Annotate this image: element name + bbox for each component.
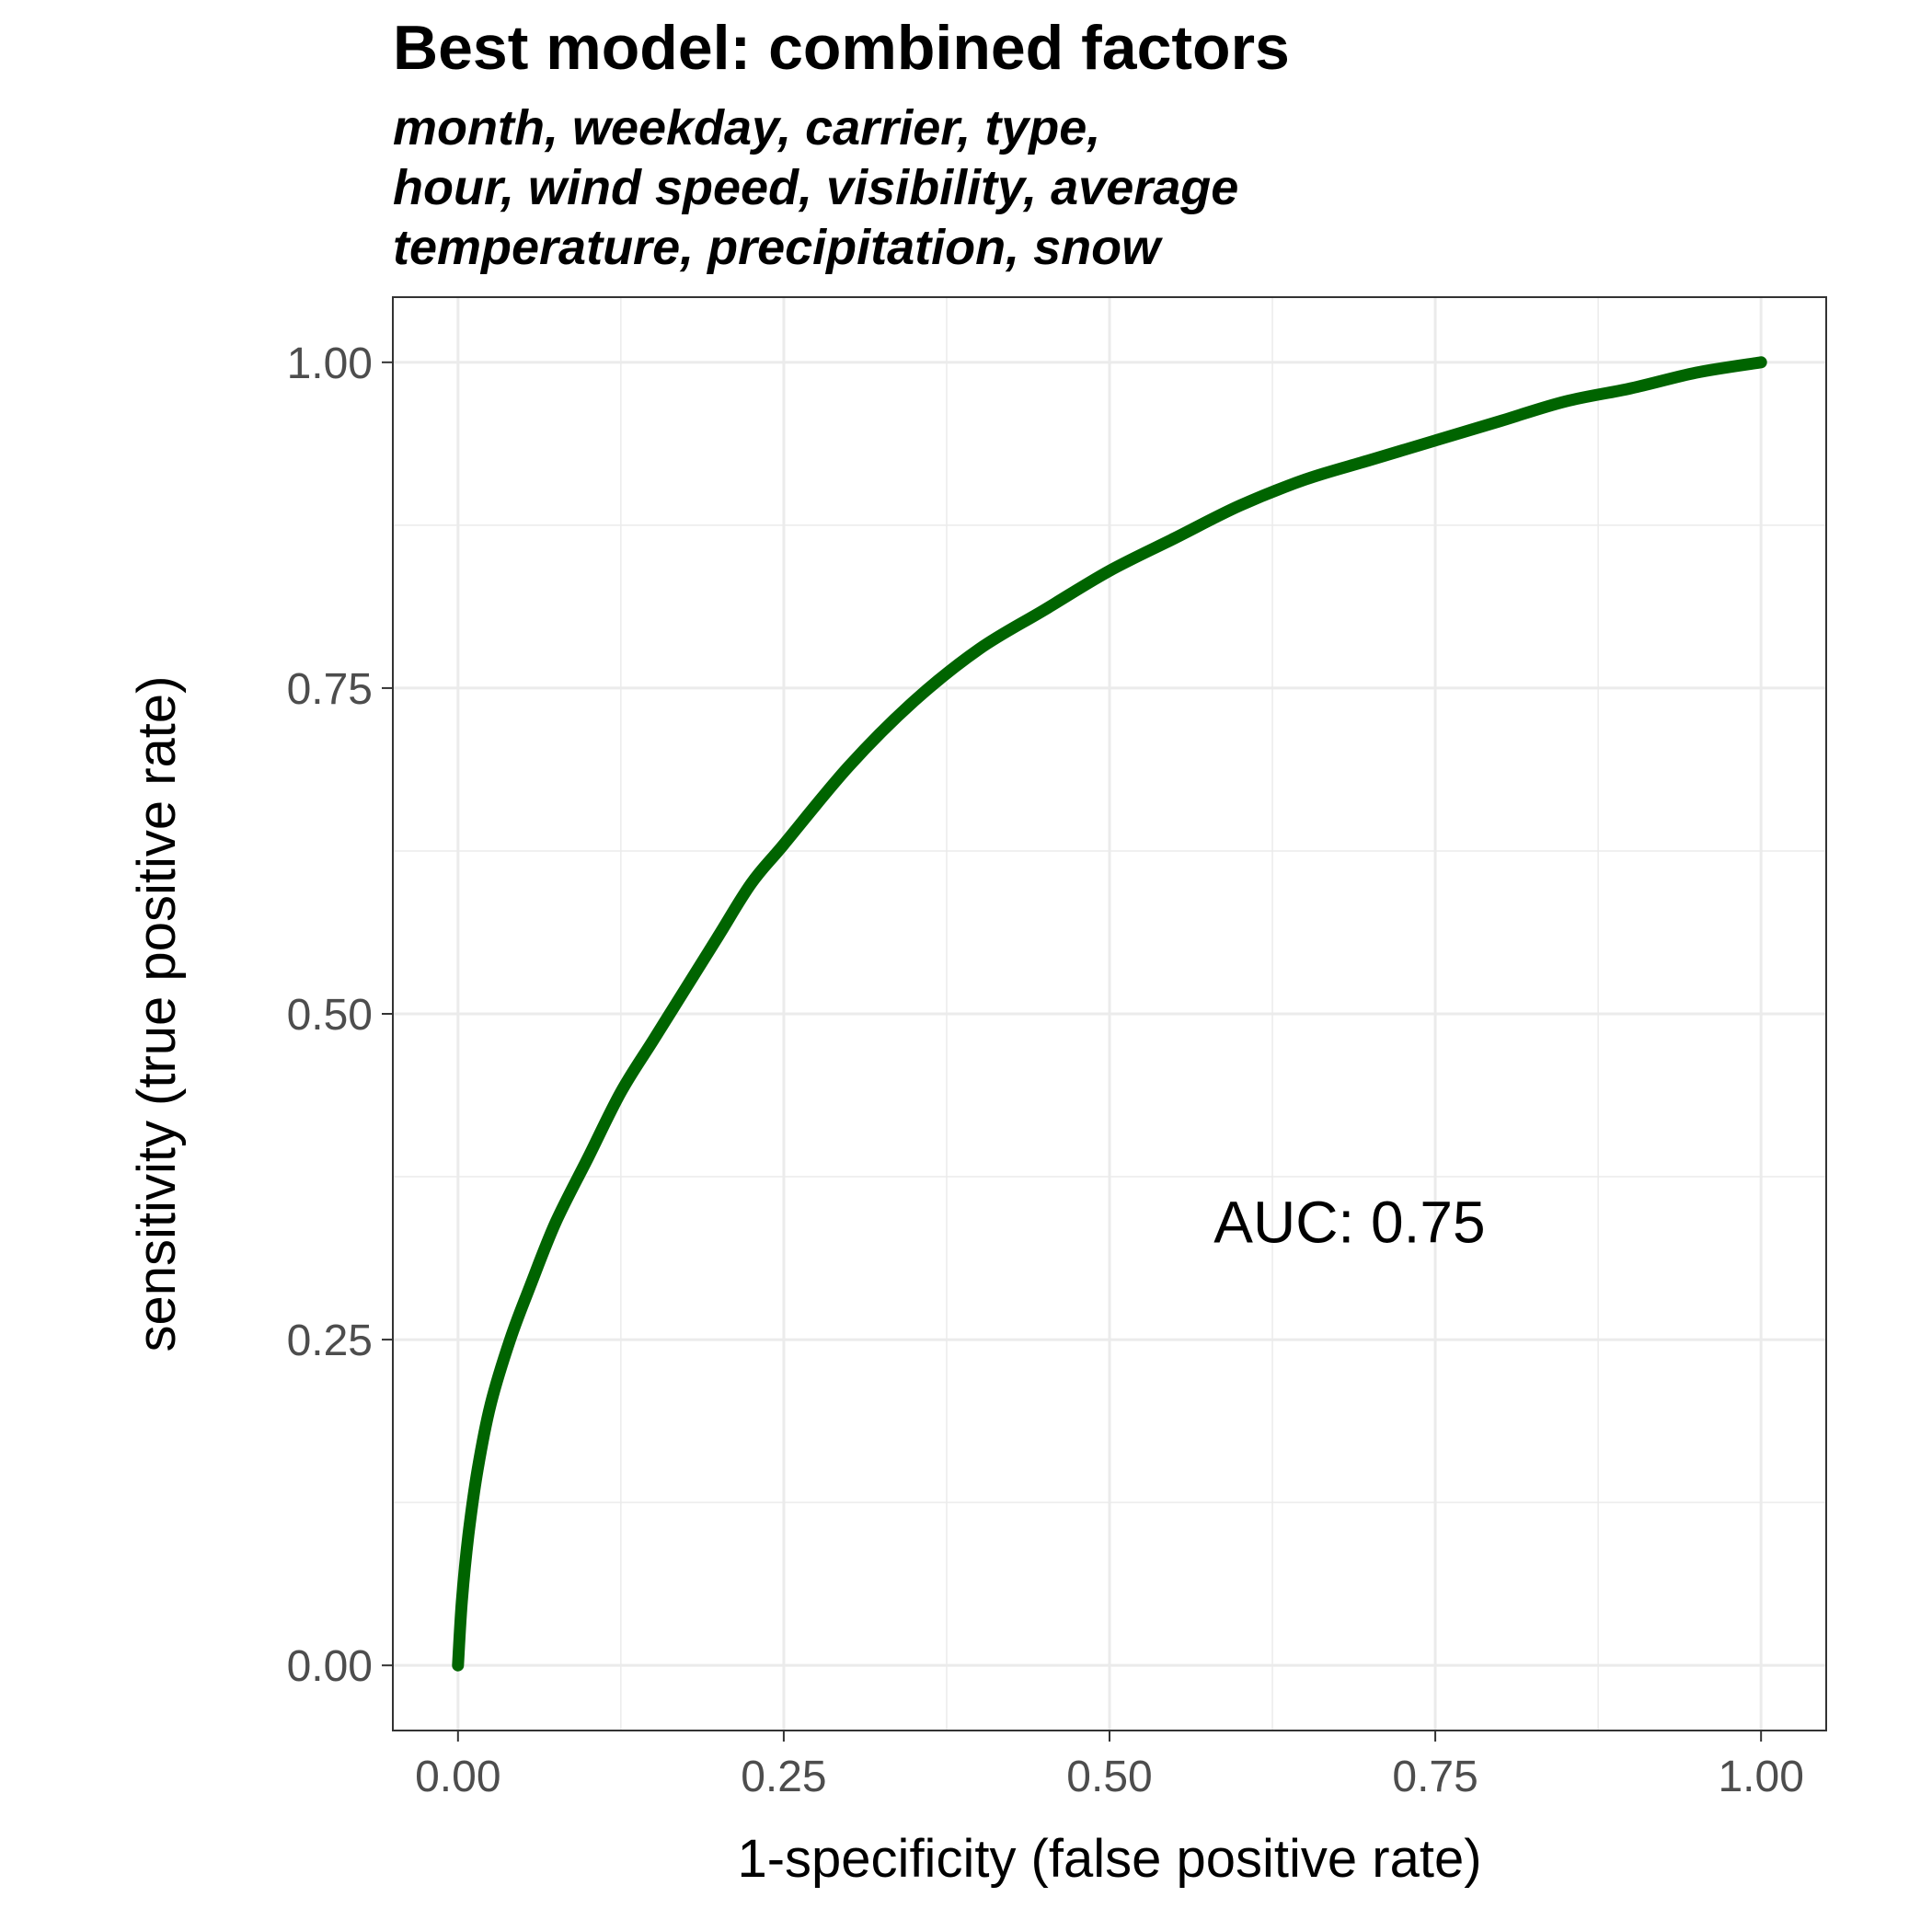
x-tick-label: 0.75 [1392, 1753, 1478, 1801]
x-tick-label: 1.00 [1718, 1753, 1803, 1801]
y-tick-label: 0.50 [287, 991, 373, 1040]
roc-curve-0 [452, 356, 1767, 1672]
y-tick-label: 0.75 [287, 665, 373, 714]
grid-major [393, 297, 1826, 1731]
y-tick-label: 0.25 [287, 1317, 373, 1365]
annotation-layer: AUC: 0.75 [1213, 1190, 1485, 1256]
x-tick-label: 0.50 [1066, 1753, 1152, 1801]
series-layer [452, 356, 1767, 1672]
x-tick-label: 0.25 [741, 1753, 826, 1801]
chart-subtitle-line-2: hour, wind speed, visibility, average [393, 160, 1238, 215]
y-axis-label: sensitivity (true positive rate) [127, 676, 187, 1352]
auc-annotation: AUC: 0.75 [1213, 1190, 1485, 1256]
x-axis-label: 1-specificity (false positive rate) [737, 1829, 1481, 1889]
x-axis-ticks: 0.00 0.25 0.50 0.75 1.00 [415, 1731, 1804, 1801]
chart-title: Best model: combined factors [393, 13, 1290, 83]
chart-subtitle-line-1: month, weekday, carrier, type, [393, 100, 1100, 155]
y-tick-label: 0.00 [287, 1642, 373, 1691]
chart-subtitle-line-3: temperature, precipitation, snow [393, 220, 1163, 275]
x-tick-label: 0.00 [415, 1753, 500, 1801]
y-axis-ticks: 0.00 0.25 0.50 0.75 1.00 [287, 339, 393, 1691]
y-tick-label: 1.00 [287, 339, 373, 388]
